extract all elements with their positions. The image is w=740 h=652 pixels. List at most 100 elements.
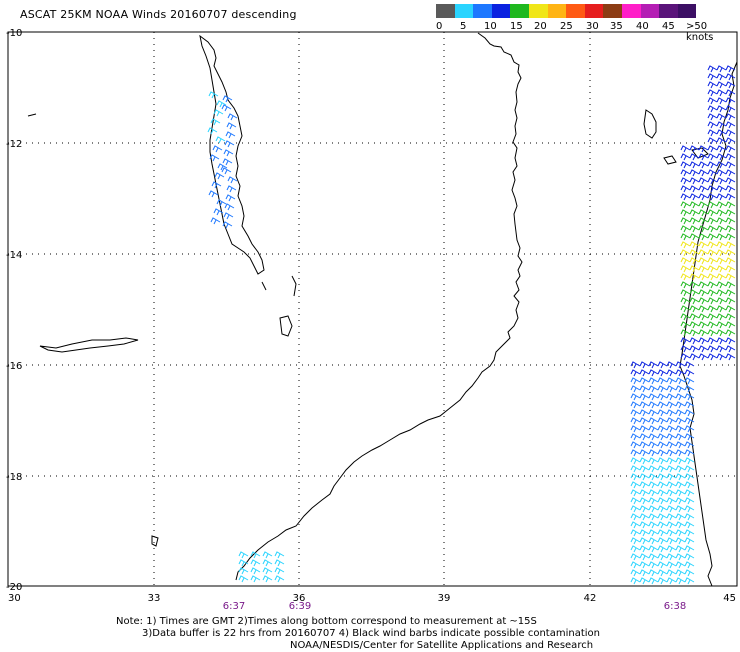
- wind-barb: [238, 575, 249, 583]
- wind-barb: [222, 221, 233, 229]
- wind-barb: [639, 425, 650, 433]
- wind-barb: [675, 441, 686, 449]
- wind-barb: [274, 567, 285, 575]
- wind-barb: [716, 321, 727, 329]
- wind-barb: [707, 65, 718, 73]
- wind-barb: [698, 153, 709, 161]
- wind-barb: [725, 201, 736, 209]
- longitude-label: 45: [723, 593, 736, 604]
- wind-barb: [675, 433, 686, 441]
- wind-barb: [213, 109, 224, 117]
- wind-barb: [689, 345, 700, 353]
- wind-barb: [666, 529, 677, 537]
- wind-barb: [639, 361, 650, 369]
- wind-barb: [630, 481, 641, 489]
- wind-barb: [675, 361, 686, 369]
- wind-barb: [657, 545, 668, 553]
- wind-barb: [639, 465, 650, 473]
- wind-barb: [684, 513, 695, 521]
- wind-barb: [698, 145, 709, 153]
- wind-barb: [725, 273, 736, 281]
- river-fragment: [291, 275, 297, 297]
- wind-barb: [648, 369, 659, 377]
- wind-barb: [657, 385, 668, 393]
- wind-barb: [648, 545, 659, 553]
- legend-swatch: [491, 4, 511, 18]
- wind-barb: [225, 131, 236, 139]
- longitude-label: 42: [584, 593, 597, 604]
- wind-barb: [675, 457, 686, 465]
- wind-barb: [630, 561, 641, 569]
- wind-barb: [716, 337, 727, 345]
- wind-barb: [657, 521, 668, 529]
- wind-barb: [689, 233, 700, 241]
- wind-barb: [725, 249, 736, 257]
- wind-barb: [630, 505, 641, 513]
- wind-barb: [716, 81, 727, 89]
- madagascar-coastline: [679, 61, 738, 587]
- wind-barb: [675, 537, 686, 545]
- wind-barb: [657, 569, 668, 577]
- wind-barb: [707, 225, 718, 233]
- wind-barb: [227, 176, 238, 184]
- wind-barb: [680, 337, 691, 345]
- wind-barb: [680, 169, 691, 177]
- wind-barb: [639, 537, 650, 545]
- wind-barb: [675, 401, 686, 409]
- legend-swatch: [547, 4, 567, 18]
- wind-barb: [689, 241, 700, 249]
- wind-barb: [639, 369, 650, 377]
- wind-barb: [648, 529, 659, 537]
- wind-barb: [639, 513, 650, 521]
- wind-barb: [725, 73, 736, 81]
- wind-barb: [698, 161, 709, 169]
- wind-barb: [725, 337, 736, 345]
- wind-barb: [680, 233, 691, 241]
- wind-barb: [707, 337, 718, 345]
- latitude-label: -12: [6, 139, 22, 150]
- wind-barb: [684, 505, 695, 513]
- wind-barb: [698, 225, 709, 233]
- wind-barb: [630, 401, 641, 409]
- wind-barb: [689, 249, 700, 257]
- wind-barb: [657, 377, 668, 385]
- wind-barb: [689, 209, 700, 217]
- wind-barb: [212, 145, 223, 153]
- wind-barb: [725, 121, 736, 129]
- wind-barb: [680, 265, 691, 273]
- wind-barb: [680, 193, 691, 201]
- pass-time-label: 6:37: [223, 601, 245, 612]
- wind-barb: [666, 473, 677, 481]
- wind-barb: [698, 329, 709, 337]
- wind-barb: [648, 513, 659, 521]
- wind-barb: [675, 369, 686, 377]
- lake-malawi-outline: [199, 34, 265, 275]
- wind-barb: [680, 257, 691, 265]
- wind-barb: [630, 409, 641, 417]
- wind-barb: [707, 313, 718, 321]
- wind-barb: [689, 145, 700, 153]
- wind-barb: [675, 577, 686, 585]
- map-frame: [7, 31, 738, 587]
- wind-barb: [707, 257, 718, 265]
- wind-barb: [689, 353, 700, 361]
- wind-barb: [657, 401, 668, 409]
- wind-barb: [716, 129, 727, 137]
- legend-label: 25: [560, 21, 573, 32]
- pass-time-labels: 6:37 6:39 6:38: [223, 601, 686, 612]
- wind-barb: [698, 209, 709, 217]
- wind-barb: [684, 521, 695, 529]
- wind-barb: [680, 329, 691, 337]
- wind-barb: [725, 257, 736, 265]
- wind-barb: [725, 129, 736, 137]
- wind-barb: [725, 313, 736, 321]
- wind-barb: [707, 97, 718, 105]
- wind-barb: [716, 217, 727, 225]
- wind-barb: [716, 233, 727, 241]
- legend-swatch: [566, 4, 585, 18]
- wind-barb: [689, 225, 700, 233]
- wind-barb: [630, 473, 641, 481]
- wind-barb: [725, 145, 736, 153]
- wind-barb: [675, 409, 686, 417]
